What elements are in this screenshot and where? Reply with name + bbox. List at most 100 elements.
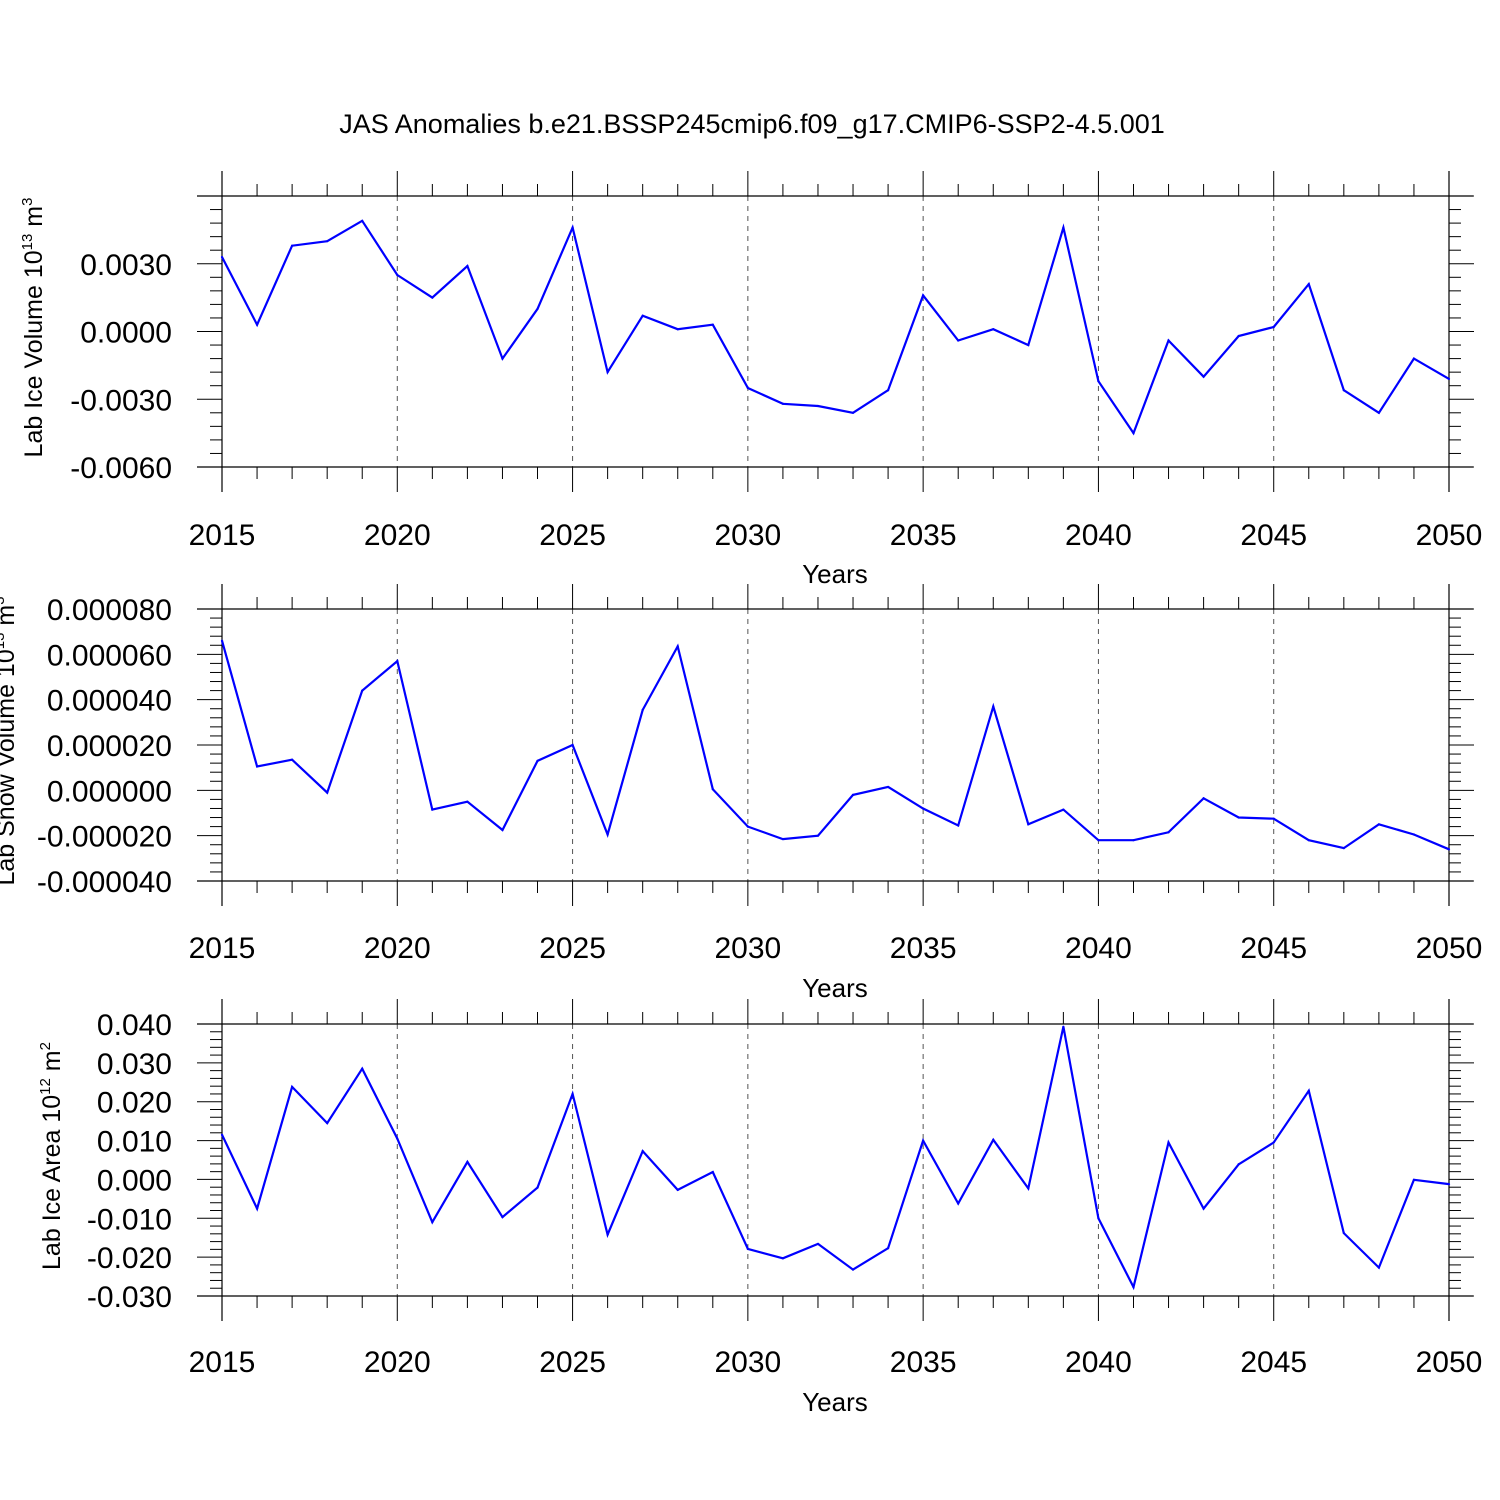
data-point — [1062, 226, 1065, 229]
y-tick-label: 0.000080 — [47, 594, 172, 627]
panel-2: -0.000040 -0.000020 0.000000 0.000020 0.0000… — [0, 584, 1482, 1003]
y-tick-label: 0.000040 — [47, 685, 172, 718]
x-tick-label: 2020 — [364, 932, 431, 965]
x-tick-label: 2030 — [714, 519, 781, 552]
data-point — [957, 1202, 960, 1205]
data-point — [431, 1221, 434, 1224]
data-point — [1097, 380, 1100, 383]
data-point — [606, 371, 609, 374]
data-point — [220, 639, 224, 642]
y-tick-label: -0.000040 — [37, 866, 172, 899]
data-point — [1132, 1285, 1135, 1289]
x-axis-label: Years — [802, 559, 868, 589]
y-tick-label: 0.030 — [97, 1048, 172, 1081]
y-tick-label: 0.040 — [97, 1009, 172, 1042]
data-point — [571, 743, 574, 747]
data-point — [1097, 1217, 1100, 1220]
data-point — [1167, 1141, 1170, 1144]
data-point — [361, 1067, 364, 1070]
data-point — [501, 357, 504, 360]
x-axis-label: Years — [802, 1387, 868, 1417]
data-point — [746, 1247, 749, 1251]
panel-1: -0.0060 -0.0030 0.0000 0.0030 2015 2020 2025 20… — [19, 171, 1482, 589]
data-point — [1027, 343, 1030, 347]
data-point — [255, 765, 259, 768]
y-tick-label: 0.000000 — [47, 775, 172, 808]
x-tick-label: 2025 — [539, 932, 606, 965]
data-point — [1307, 282, 1310, 286]
data-point — [746, 386, 749, 390]
data-point — [291, 244, 294, 247]
data-point — [1132, 432, 1135, 435]
data-point — [1132, 839, 1135, 842]
data-point — [1377, 1266, 1380, 1269]
x-tick-label: 2035 — [890, 932, 957, 965]
data-point — [466, 1160, 469, 1164]
data-point — [992, 1138, 995, 1141]
data-point — [1202, 375, 1205, 378]
data-point — [326, 240, 329, 243]
x-tick-label: 2050 — [1416, 1346, 1483, 1379]
data-point — [291, 758, 294, 761]
data-point — [1202, 797, 1205, 800]
data-point — [1237, 816, 1240, 819]
data-point — [396, 1137, 399, 1140]
data-point — [536, 1186, 539, 1189]
y-tick-label: -0.0060 — [70, 452, 172, 485]
data-point — [957, 339, 960, 342]
y-tick-label: 0.010 — [97, 1126, 172, 1159]
data-point — [1412, 357, 1416, 360]
data-point — [1237, 334, 1240, 338]
data-point — [957, 824, 960, 827]
data-point — [326, 1121, 329, 1125]
x-tick-label: 2040 — [1065, 1346, 1132, 1379]
data-point — [431, 808, 434, 811]
x-tick-label: 2045 — [1240, 1346, 1307, 1379]
data-point — [396, 273, 399, 277]
x-tick-label: 2045 — [1240, 519, 1307, 552]
data-point — [255, 1207, 259, 1210]
data-point — [536, 759, 539, 762]
data-point — [1342, 847, 1345, 850]
data-point — [220, 1133, 224, 1136]
data-point — [816, 404, 820, 408]
data-point — [922, 294, 925, 297]
data-point — [886, 1247, 890, 1250]
data-point — [781, 1257, 785, 1260]
data-point — [571, 226, 574, 229]
data-point — [992, 328, 995, 331]
data-point — [1167, 831, 1170, 834]
data-point — [1027, 1187, 1030, 1190]
data-point — [641, 708, 644, 711]
data-point — [396, 660, 399, 663]
data-point — [676, 645, 679, 648]
data-point — [992, 705, 995, 708]
data-point — [711, 323, 714, 326]
data-point — [746, 825, 749, 828]
data-point — [1447, 1182, 1451, 1186]
data-point — [606, 833, 609, 836]
data-point — [641, 1149, 644, 1153]
data-point — [1062, 1025, 1065, 1028]
data-point — [466, 800, 469, 803]
y-tick-label: 0.000060 — [47, 639, 172, 672]
y-tick-label: 0.020 — [97, 1087, 172, 1120]
data-point — [1412, 1178, 1416, 1181]
data-point — [1342, 1231, 1345, 1235]
y-tick-label: -0.020 — [87, 1242, 172, 1275]
panel-3: -0.030 -0.020 -0.010 0.000 0.010 0.020 0.030 0.… — [37, 999, 1482, 1417]
data-point — [326, 791, 329, 794]
data-point — [536, 307, 539, 311]
data-point — [1342, 389, 1345, 392]
data-point — [1272, 325, 1275, 329]
x-tick-label: 2045 — [1240, 932, 1307, 965]
data-point — [922, 1139, 925, 1142]
data-point — [431, 296, 434, 299]
data-point — [606, 1233, 609, 1236]
data-point — [361, 219, 364, 222]
data-point — [1097, 839, 1100, 842]
data-point — [886, 785, 890, 789]
data-point — [676, 328, 679, 331]
x-tick-label: 2025 — [539, 1346, 606, 1379]
